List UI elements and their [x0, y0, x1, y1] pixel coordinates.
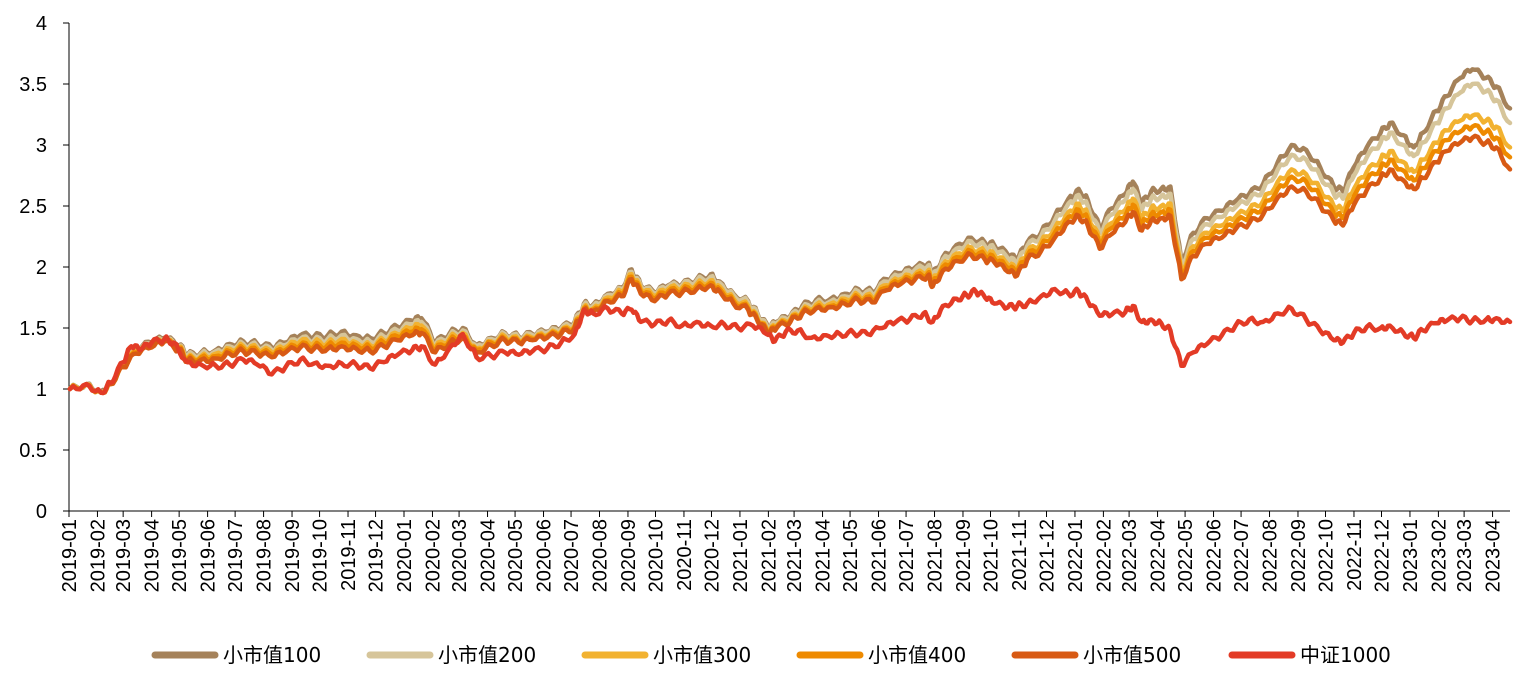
x-tick-label: 2021-04 — [813, 519, 835, 592]
x-tick-label: 2022-08 — [1260, 519, 1282, 592]
y-tick-label: 2 — [36, 257, 47, 279]
y-tick-label: 0 — [36, 501, 47, 523]
legend-label-6: 中证1000 — [1300, 643, 1391, 667]
x-tick-label: 2021-11 — [1009, 519, 1031, 591]
y-tick-label: 1 — [36, 379, 47, 401]
x-tick-label: 2020-12 — [701, 519, 723, 592]
x-tick-label: 2022-03 — [1119, 519, 1141, 592]
x-tick-label: 2022-11 — [1344, 519, 1366, 591]
x-tick-label: 2020-06 — [534, 519, 556, 592]
x-tick-label: 2020-05 — [505, 519, 527, 592]
legend-label-1: 小市值100 — [223, 643, 321, 667]
x-tick-label: 2021-06 — [869, 519, 891, 592]
y-tick-label: 1.5 — [19, 318, 47, 340]
y-tick-label: 0.5 — [19, 440, 47, 462]
x-tick-label: 2021-08 — [925, 519, 947, 592]
x-tick-label: 2021-01 — [730, 519, 752, 592]
legend: 小市值100 小市值200 小市值300 小市值400 小市值500 中证1000 — [151, 643, 1391, 667]
x-tick-label: 2020-01 — [394, 519, 416, 592]
x-tick-label: 2019-09 — [282, 519, 304, 592]
x-tick-label: 2023-01 — [1400, 519, 1422, 592]
x-tick-label: 2020-02 — [422, 519, 444, 592]
y-axis: 0 0.5 1 1.5 2 2.5 3 3.5 4 — [19, 13, 70, 523]
x-tick-label: 2021-07 — [896, 519, 918, 592]
x-tick-label: 2020-10 — [645, 519, 667, 592]
y-tick-label: 3 — [36, 135, 47, 157]
x-tick-label: 2022-07 — [1231, 519, 1253, 592]
x-tick-label: 2022-09 — [1288, 519, 1310, 592]
x-tick-label: 2022-12 — [1372, 519, 1394, 592]
x-tick-label: 2019-07 — [225, 519, 247, 592]
x-tick-label: 2023-03 — [1454, 519, 1476, 592]
series-line-6 — [67, 286, 1513, 396]
series-line-5 — [67, 133, 1513, 396]
x-tick-label: 2019-04 — [142, 519, 164, 592]
x-tick-label: 2019-11 — [338, 519, 360, 591]
x-tick-label: 2019-12 — [366, 519, 388, 592]
x-tick-label: 2019-08 — [254, 519, 276, 592]
x-tick-label: 2022-05 — [1175, 519, 1197, 592]
x-tick-label: 2020-04 — [478, 519, 500, 592]
legend-label-5: 小市值500 — [1083, 643, 1181, 667]
x-tick-label: 2019-10 — [310, 519, 332, 592]
x-tick-label: 2023-02 — [1428, 519, 1450, 592]
x-tick-label: 2021-05 — [840, 519, 862, 592]
x-tick-label: 2021-09 — [953, 519, 975, 592]
x-tick-label: 2019-06 — [198, 519, 220, 592]
x-tick-label: 2021-12 — [1036, 519, 1058, 592]
x-tick-label: 2022-06 — [1204, 519, 1226, 592]
x-tick-label: 2019-02 — [87, 519, 109, 592]
legend-label-3: 小市值300 — [653, 643, 751, 667]
x-tick-label: 2020-09 — [618, 519, 640, 592]
x-tick-label: 2021-02 — [758, 519, 780, 592]
x-tick-label: 2022-10 — [1316, 519, 1338, 592]
x-tick-label: 2020-11 — [674, 519, 696, 591]
x-tick-label: 2020-07 — [561, 519, 583, 592]
y-tick-label: 2.5 — [19, 196, 47, 218]
x-tick-label: 2020-08 — [590, 519, 612, 592]
x-tick-label: 2019-03 — [113, 519, 135, 592]
legend-label-2: 小市值200 — [438, 643, 536, 667]
legend-label-4: 小市值400 — [868, 643, 966, 667]
x-tick-label: 2021-10 — [981, 519, 1003, 592]
x-axis: 2019-01 2019-02 2019-03 2019-04 2019-05 2019-… — [59, 510, 1510, 592]
x-tick-label: 2022-01 — [1065, 519, 1087, 592]
x-tick-label: 2022-04 — [1148, 519, 1170, 592]
x-tick-label: 2019-01 — [59, 519, 81, 592]
y-tick-label: 4 — [36, 13, 47, 35]
x-tick-label: 2023-04 — [1483, 519, 1505, 592]
x-tick-label: 2022-02 — [1093, 519, 1115, 592]
x-tick-label: 2021-03 — [784, 519, 806, 592]
x-tick-label: 2019-05 — [169, 519, 191, 592]
y-tick-label: 3.5 — [19, 74, 47, 96]
x-tick-label: 2020-03 — [449, 519, 471, 592]
plot-area — [67, 67, 1513, 396]
